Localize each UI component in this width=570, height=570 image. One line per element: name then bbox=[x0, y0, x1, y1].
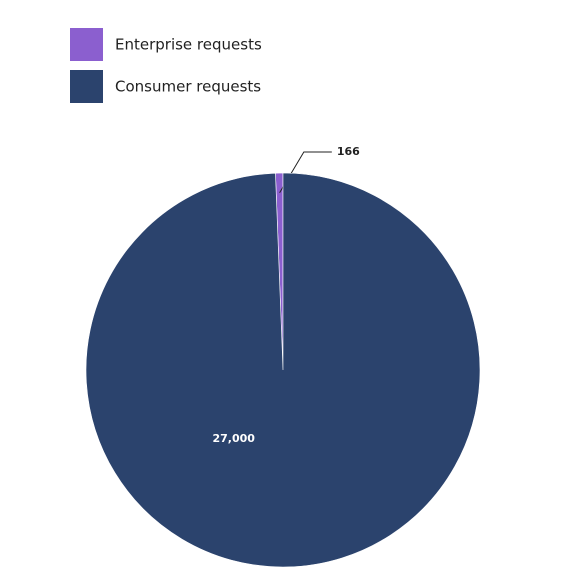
legend-swatch bbox=[70, 28, 103, 61]
legend-label: Consumer requests bbox=[115, 78, 261, 96]
value-label: 27,000 bbox=[212, 432, 255, 445]
legend-label: Enterprise requests bbox=[115, 36, 262, 54]
value-label: 166 bbox=[337, 145, 360, 158]
pie-slice bbox=[85, 172, 481, 568]
legend-swatch bbox=[70, 70, 103, 103]
